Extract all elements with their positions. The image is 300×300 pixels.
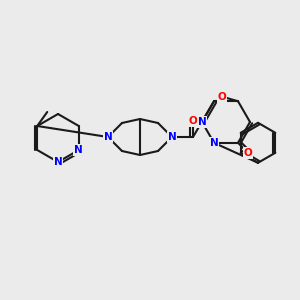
Text: N: N xyxy=(198,117,206,127)
Text: N: N xyxy=(54,157,62,167)
Text: O: O xyxy=(244,148,252,158)
Text: N: N xyxy=(74,145,83,155)
Text: N: N xyxy=(210,138,218,148)
Text: O: O xyxy=(189,116,197,126)
Text: N: N xyxy=(103,132,112,142)
Text: N: N xyxy=(168,132,176,142)
Text: O: O xyxy=(218,92,226,102)
